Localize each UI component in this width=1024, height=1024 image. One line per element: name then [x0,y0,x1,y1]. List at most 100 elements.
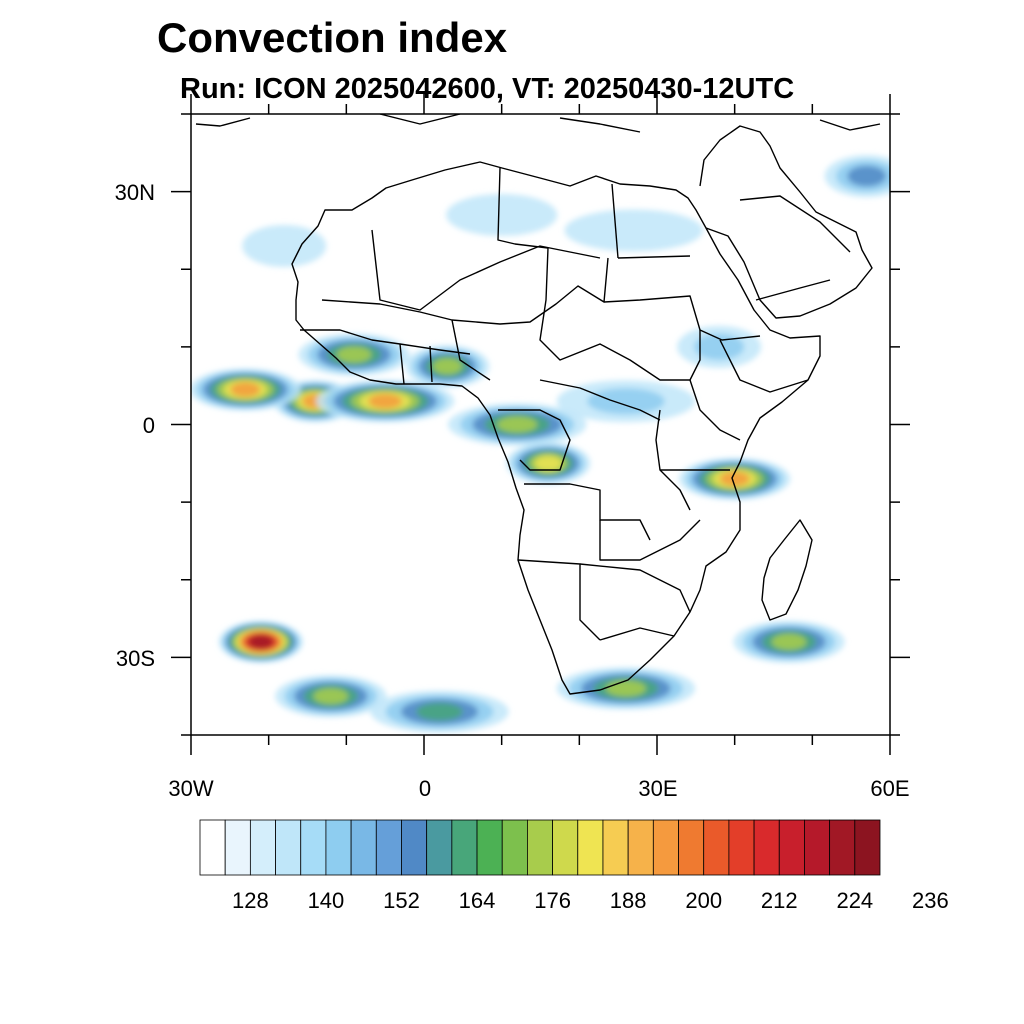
colorbar-tick-label: 212 [760,888,798,913]
convection-contour [230,382,261,397]
convection-contour [496,416,538,433]
border-horn [719,339,809,393]
colorbar-swatch [426,819,453,876]
colorbar-swatch [476,819,503,876]
border-eastafrica-1 [689,379,741,441]
convection-contour [313,687,349,705]
convection-contour [605,680,647,697]
colorbar-swatch [728,819,755,876]
madagascar-coastline [761,519,813,621]
convection-contour [242,224,327,267]
convection-contour [446,193,558,236]
colorbar-tick-label: 200 [685,888,723,913]
lat-label-0: 0 [142,413,155,438]
convection-cell-15 [242,224,327,267]
colorbar [199,819,881,876]
convection-contour [564,209,703,252]
colorbar-swatch [401,819,428,876]
europe-coast-4 [819,119,881,131]
plot-subtitle: Run: ICON 2025042600, VT: 20250430-12UTC [180,73,795,105]
europe-coast-1 [195,117,251,127]
border-sudan-ethiopia [603,295,761,341]
colorbar-swatch [325,819,352,876]
border-congo-2 [539,379,661,421]
arabia-border-1 [739,195,851,253]
lat-label-30n: 30N [114,180,155,205]
colorbar-swatch [829,819,856,876]
border-westafrica-4 [451,319,491,381]
convection-cell-2 [315,380,455,423]
colorbar-tick-label: 140 [307,888,345,913]
colorbar-swatch [224,819,251,876]
colorbar-swatch [451,819,478,876]
africa-coastline [291,161,821,695]
convection-contour [587,388,665,415]
convection-contour [416,702,463,721]
border-maghreb [371,229,601,311]
convection-cell-18 [824,155,890,198]
europe-coast-3 [559,117,641,133]
convection-contour [249,635,273,649]
convection-cell-16 [446,193,558,236]
colorbar-swatch [501,819,528,876]
colorbar-swatch [275,819,302,876]
europe-coast-2 [379,114,461,125]
colorbar-swatch [552,819,579,876]
colorbar-tick-label: 188 [609,888,647,913]
lat-label-30s: 30S [115,646,155,671]
colorbar-tick-label: 164 [458,888,496,913]
colorbar-swatch [300,819,327,876]
convection-contour [694,333,745,360]
colorbar-tick-label: 236 [912,888,949,913]
border-chad-sudan [539,247,701,381]
convection-cell-8 [556,380,696,423]
axis-ticks [171,94,910,755]
convection-cell-14 [370,690,509,733]
arabia-coastline [699,125,873,319]
convection-cell-7 [679,457,791,500]
colorbar-swatch [199,819,226,876]
colorbar-tick-label: 152 [383,888,420,913]
convection-cell-10 [733,620,845,663]
colorbar-tick-label: 128 [232,888,269,913]
convection-cell-5 [448,403,587,446]
convection-contour [432,358,463,375]
border-angola [524,483,651,541]
border-westafrica-2 [399,343,405,385]
colorbar-swatch [602,819,629,876]
lon-label-30w: 30W [168,776,214,801]
border-congo-1 [498,409,571,471]
colorbar-swatch [804,819,831,876]
lon-label-0: 0 [418,776,432,801]
border-zambia [599,519,701,561]
colorbar-swatch [627,819,654,876]
border-westafrica-3 [429,345,433,383]
border-libya-egypt [611,183,619,259]
convection-contour [534,455,562,471]
colorbar-swatch [249,819,276,876]
convection-contour [847,165,887,187]
colorbar-tick-label: 176 [534,888,571,913]
colorbar-swatch [527,819,553,876]
border-southafrica [599,627,675,641]
convection-contour [771,633,807,651]
colorbar-tick-label: 224 [836,888,874,913]
border-sahel [321,257,609,325]
colorbar-swatch [350,819,377,876]
colorbar-swatch [375,819,402,876]
convection-cell-12 [218,620,303,663]
convection-field [191,155,890,733]
lon-label-60e: 60E [870,776,910,801]
country-borders [195,114,881,695]
border-westafrica-1 [300,329,471,355]
border-southern-1 [517,559,601,641]
colorbar-swatch [703,819,730,876]
convection-cell-17 [564,209,703,252]
convection-cell-1 [191,368,301,411]
convection-contour [336,346,372,363]
border-algeria-libya [497,167,549,249]
colorbar-swatch [778,819,805,876]
convection-cell-13 [275,675,387,718]
convection-cell-3 [405,345,490,388]
